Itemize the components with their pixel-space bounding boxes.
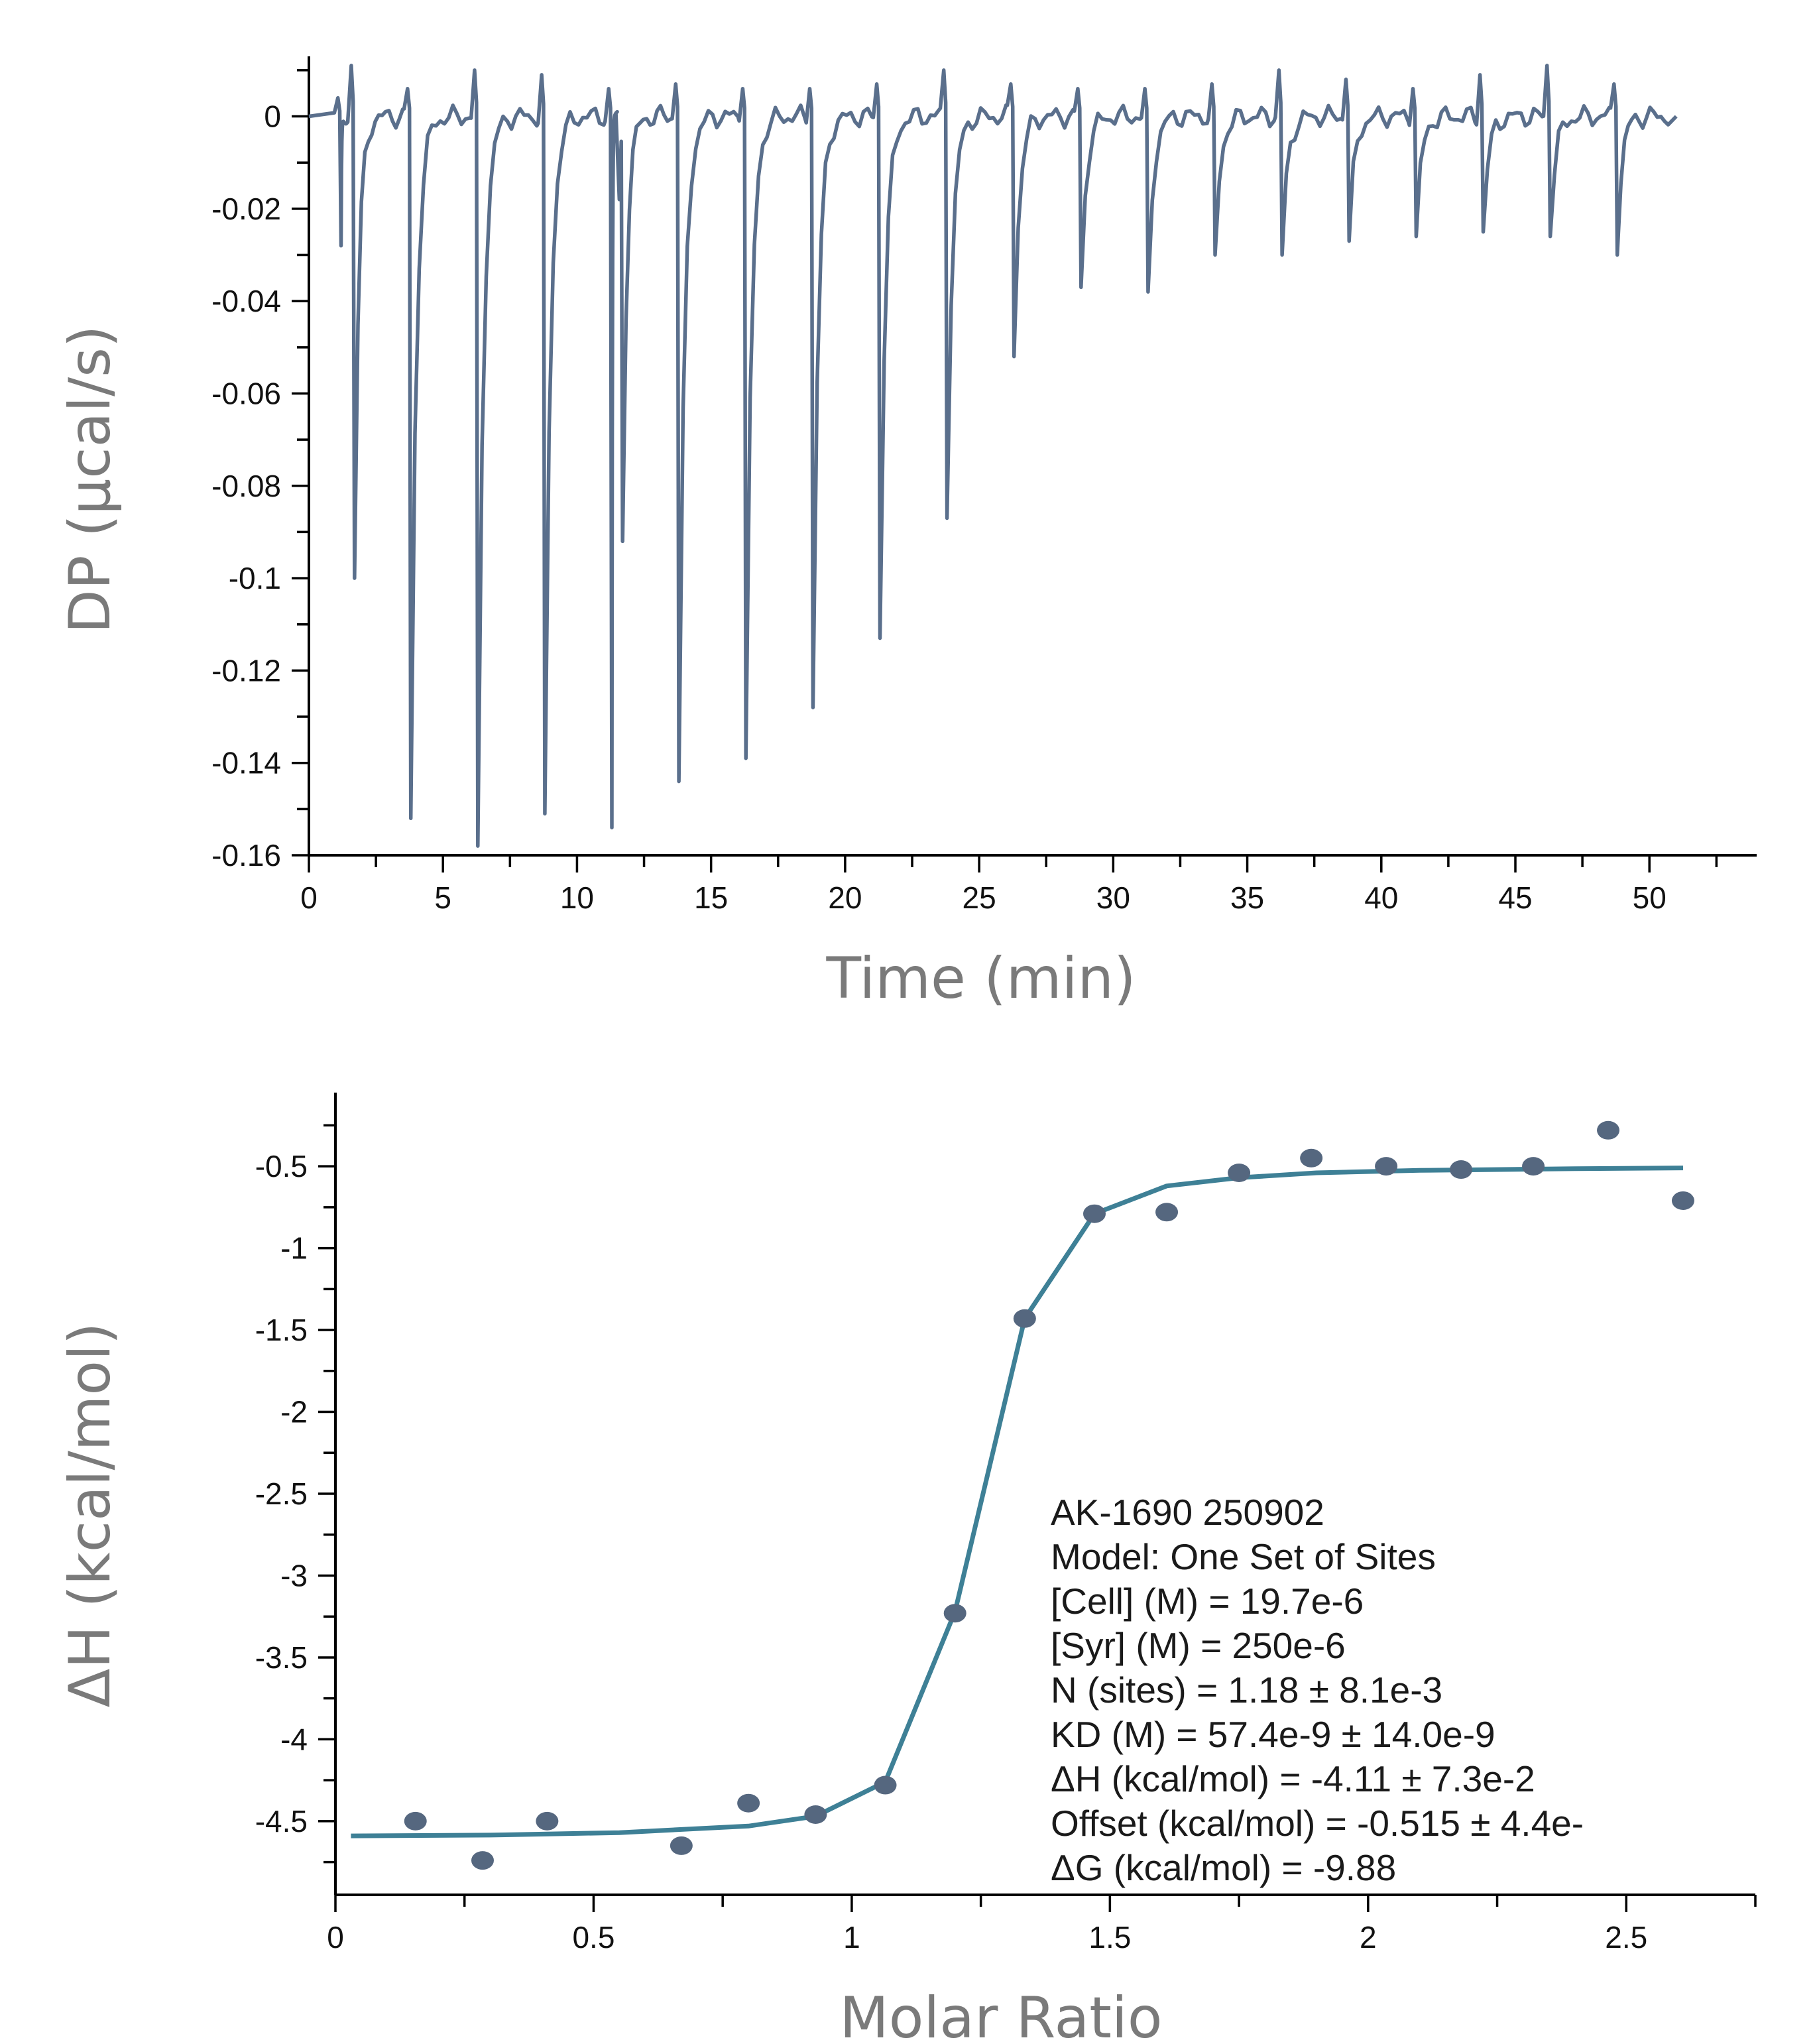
annotation-line: Offset (kcal/mol) = -0.515 ± 4.4e- xyxy=(1051,1803,1584,1844)
isotherm-data-point xyxy=(404,1811,427,1831)
isotherm-y-tick-label: -0.5 xyxy=(255,1149,308,1183)
isotherm-y-axis-title: ΔH (kcal/mol) xyxy=(57,1323,123,1708)
isotherm-data-point xyxy=(1450,1160,1473,1179)
isotherm-y-tick-label: -3 xyxy=(280,1558,308,1593)
thermogram-x-axis-title: Time (min) xyxy=(825,945,1136,1012)
annotation-line: ΔH (kcal/mol) = -4.11 ± 7.3e-2 xyxy=(1051,1758,1535,1799)
annotation-line: Model: One Set of Sites xyxy=(1051,1536,1436,1577)
isotherm-y-tick-label: -3.5 xyxy=(255,1640,308,1675)
thermogram-x-tick-label: 25 xyxy=(963,880,996,915)
thermogram-chart: 0 5 10 15 20 25 30 35 40 45 50 0 -0.02 -0.04 -0.06 -0.0… xyxy=(57,56,1757,1012)
isotherm-y-tick-label: -1.5 xyxy=(255,1313,308,1347)
thermogram-y-axis-title: DP (µcal/s) xyxy=(57,326,123,634)
thermogram-y-tick-label: -0.02 xyxy=(211,192,281,226)
isotherm-data-point xyxy=(1083,1204,1106,1223)
thermogram-x-tick-label: 0 xyxy=(300,880,318,915)
isotherm-y-tick-label: -4.5 xyxy=(255,1804,308,1838)
isotherm-data-point xyxy=(804,1805,827,1824)
thermogram-y-tick-label: -0.1 xyxy=(229,561,281,595)
annotation-line: [Syr] (M) = 250e-6 xyxy=(1051,1625,1346,1666)
isotherm-data-point xyxy=(1228,1164,1251,1182)
isotherm-y-tick-label: -1 xyxy=(280,1231,308,1266)
isotherm-data-point xyxy=(536,1811,559,1831)
isotherm-data-point xyxy=(471,1851,494,1870)
thermogram-y-tick-label: -0.14 xyxy=(211,746,281,780)
thermogram-axes: 0 5 10 15 20 25 30 35 40 45 50 0 -0.02 -0.04 -0.06 -0.0… xyxy=(211,56,1757,915)
isotherm-data-point xyxy=(1597,1120,1620,1140)
isotherm-points-group xyxy=(404,1120,1694,1870)
isotherm-x-tick-label: 0.5 xyxy=(572,1920,615,1954)
thermogram-x-tick-label: 45 xyxy=(1498,880,1532,915)
isotherm-y-tick-label: -2.5 xyxy=(255,1476,308,1511)
isotherm-x-tick-label: 0 xyxy=(327,1920,344,1954)
isotherm-chart: 0 0.5 1 1.5 2 2.5 -0.5 -1 -1.5 -2 -2.5 -3 -3.5 -4 -4.5… xyxy=(57,1093,1757,2044)
isotherm-data-point xyxy=(1300,1148,1323,1168)
thermogram-x-tick-label: 30 xyxy=(1096,880,1130,915)
isotherm-data-point xyxy=(670,1836,693,1855)
thermogram-x-tick-label: 40 xyxy=(1364,880,1398,915)
thermogram-y-tick-label: -0.16 xyxy=(211,838,281,872)
isotherm-data-point xyxy=(1671,1191,1694,1210)
isotherm-data-point xyxy=(1013,1309,1036,1328)
annotation-line: N (sites) = 1.18 ± 8.1e-3 xyxy=(1051,1669,1442,1711)
thermogram-y-tick-label: 0 xyxy=(264,99,281,134)
thermogram-y-tick-label: -0.04 xyxy=(211,284,281,318)
isotherm-data-point xyxy=(1375,1157,1398,1176)
isotherm-x-tick-label: 2.5 xyxy=(1605,1920,1647,1954)
thermogram-y-tick-label: -0.08 xyxy=(211,469,281,503)
isotherm-data-point xyxy=(1522,1157,1545,1176)
annotation-line: [Cell] (M) = 19.7e-6 xyxy=(1051,1581,1364,1622)
isotherm-x-axis-title: Molar Ratio xyxy=(840,1985,1163,2044)
annotation-line: AK-1690 250902 xyxy=(1051,1492,1324,1533)
thermogram-x-tick-label: 5 xyxy=(434,880,451,915)
isotherm-x-tick-label: 1 xyxy=(843,1920,860,1954)
isotherm-data-point xyxy=(737,1793,760,1813)
thermogram-trace-line xyxy=(308,64,1678,848)
isotherm-data-point xyxy=(943,1604,966,1623)
thermogram-x-tick-label: 20 xyxy=(828,880,862,915)
thermogram-y-tick-label: -0.12 xyxy=(211,653,281,688)
isotherm-x-tick-label: 1.5 xyxy=(1088,1920,1131,1954)
thermogram-x-tick-label: 50 xyxy=(1633,880,1667,915)
isotherm-x-tick-label: 2 xyxy=(1360,1920,1377,1954)
thermogram-x-tick-label: 10 xyxy=(560,880,594,915)
thermogram-trace-group xyxy=(308,64,1678,848)
isotherm-y-tick-label: -4 xyxy=(280,1722,308,1756)
isotherm-y-tick-label: -2 xyxy=(280,1395,308,1429)
fit-results-annotation: AK-1690 250902 Model: One Set of Sites [… xyxy=(1051,1492,1584,1888)
thermogram-x-tick-label: 35 xyxy=(1230,880,1264,915)
isotherm-axes: 0 0.5 1 1.5 2 2.5 -0.5 -1 -1.5 -2 -2.5 -3 -3.5 -4 -4.5 xyxy=(255,1093,1757,1954)
isotherm-data-point xyxy=(1155,1203,1179,1222)
annotation-line: KD (M) = 57.4e-9 ± 14.0e-9 xyxy=(1051,1714,1495,1755)
annotation-line: ΔG (kcal/mol) = -9.88 xyxy=(1051,1847,1396,1888)
thermogram-x-tick-label: 15 xyxy=(694,880,728,915)
thermogram-y-tick-label: -0.06 xyxy=(211,376,281,410)
isotherm-data-point xyxy=(874,1775,897,1795)
